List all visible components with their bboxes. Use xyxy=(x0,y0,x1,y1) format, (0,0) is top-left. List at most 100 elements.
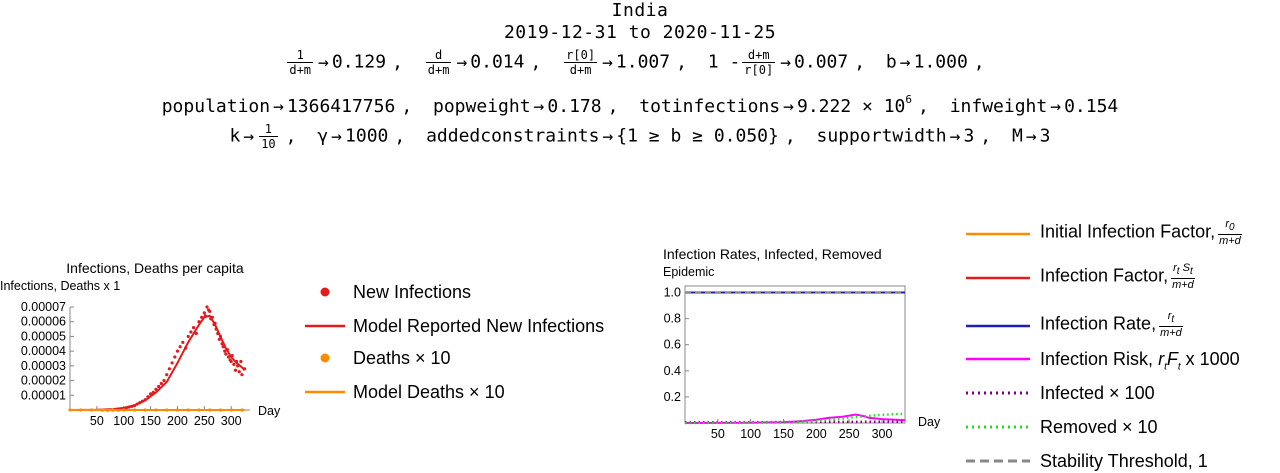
legend-label: Removed × 10 xyxy=(1040,417,1158,437)
data-point xyxy=(208,309,212,314)
line-marker-icon xyxy=(966,324,1030,328)
series-line xyxy=(69,314,246,411)
param-name: γ xyxy=(317,125,329,147)
params-row-3: k → 1 10, γ → 1000, addedconstraints → {1 ≥ b ≥… xyxy=(229,122,1051,151)
y-tick-label: 0.00002 xyxy=(21,374,66,388)
chart1-title: Infections, Deaths per capita xyxy=(66,260,244,276)
data-point xyxy=(178,345,182,349)
x-tick-label: 200 xyxy=(806,427,827,441)
data-point xyxy=(157,384,161,389)
param-value: 1.000 xyxy=(913,51,968,73)
legend-label: Deaths × 10 xyxy=(353,348,451,368)
param-exponent: 6 xyxy=(905,93,912,106)
x-tick-label: 250 xyxy=(839,427,860,441)
data-point xyxy=(181,340,185,344)
param-value: 1.007 xyxy=(615,51,671,73)
y-tick-label: 0.6 xyxy=(664,338,681,352)
infection-rates-chart: Infection Rates, Infected, Removed Epide… xyxy=(663,246,941,441)
data-point xyxy=(217,337,221,341)
x-tick-label: 250 xyxy=(194,414,215,428)
param-name: b xyxy=(885,51,897,73)
legend-label: Infected × 100 xyxy=(1040,383,1155,403)
series-line xyxy=(684,413,906,424)
x-tick-label: 50 xyxy=(90,414,104,428)
param-value: 3 xyxy=(963,125,975,147)
param-prefix: 1 - xyxy=(707,51,741,73)
param-frac-2: d d+m xyxy=(425,48,452,77)
param-value: 1000 xyxy=(345,125,389,147)
param-name: k xyxy=(229,125,241,147)
line-marker-icon xyxy=(966,232,1030,236)
param-value: 0.178 xyxy=(547,96,602,117)
x-tick-label: 300 xyxy=(221,414,242,428)
legend-dot xyxy=(320,353,330,363)
data-point xyxy=(233,368,238,372)
y-tick-label: 0.00004 xyxy=(21,344,66,358)
legend-infections: New Infections Model Reported New Infect… xyxy=(305,280,645,410)
params-row-1: 1 d+m → 0.129, d d+m → 0.014, r[0] d+m → 1.007, 1… xyxy=(287,48,985,77)
data-point xyxy=(191,326,196,330)
x-tick-label: 100 xyxy=(113,414,134,428)
param-name: addedconstraints xyxy=(426,125,600,147)
data-point xyxy=(223,349,227,353)
y-tick-label: 0.00005 xyxy=(21,329,66,343)
country-title: India xyxy=(611,0,669,21)
data-point xyxy=(194,331,198,336)
legend-label: Infection Risk, rtFt x 1000 xyxy=(1040,349,1240,373)
data-point xyxy=(170,361,174,365)
plot-frame xyxy=(684,285,906,424)
data-point xyxy=(226,355,231,359)
param-value: 3 xyxy=(1039,125,1051,147)
legend-rates: Initial Infection Factor, r0 m+d Infection… xyxy=(966,210,1276,472)
series-line xyxy=(684,412,906,425)
data-point xyxy=(224,352,228,356)
data-point xyxy=(159,381,163,386)
x-tick-label: 150 xyxy=(773,427,794,441)
chart2-ylabel: Epidemic xyxy=(663,265,714,279)
legend-label: Infection Factor, rt St m+d xyxy=(1040,262,1195,292)
legend-label: Infection Rate, rt m+d xyxy=(1040,310,1183,340)
param-value: {1 ≥ b ≥ 0.050} xyxy=(616,125,779,147)
y-tick-label: 0.4 xyxy=(664,364,681,378)
data-point xyxy=(200,315,204,319)
data-point xyxy=(239,359,243,364)
dotted-line-icon xyxy=(966,391,1030,395)
x-tick-label: 150 xyxy=(140,414,161,428)
data-point xyxy=(237,370,241,374)
y-tick-label: 0.00007 xyxy=(21,300,66,314)
params-row-2: population → 1366417756, popweight → 0.178, … xyxy=(161,93,1119,117)
dot-marker-icon xyxy=(320,287,330,297)
param-value: 0.154 xyxy=(1064,96,1119,117)
line-marker-icon xyxy=(966,276,1030,280)
data-point xyxy=(162,378,166,383)
param-value: 9.222 × 10 xyxy=(797,96,906,117)
param-name: supportwidth xyxy=(816,125,947,147)
legend-label: Model Deaths × 10 xyxy=(353,382,505,402)
x-tick-label: 100 xyxy=(740,427,761,441)
param-frac-4: d+m r[0] xyxy=(742,48,776,77)
legend-label: Stability Threshold, 1 xyxy=(1040,451,1208,471)
param-name: M xyxy=(1011,125,1023,147)
line-marker-icon xyxy=(305,390,345,394)
line-marker-icon xyxy=(305,324,345,328)
legend-label: Model Reported New Infections xyxy=(353,316,605,336)
param-frac-1: 1 d+m xyxy=(287,48,314,77)
y-tick-label: 0.8 xyxy=(664,312,681,326)
param-name: totinfections xyxy=(639,96,781,117)
infections-deaths-chart: Infections, Deaths per capita Infections… xyxy=(0,260,281,428)
date-range: 2019-12-31 to 2020-11-25 xyxy=(503,22,777,43)
data-point xyxy=(229,359,233,364)
param-name: population xyxy=(161,96,271,117)
x-tick-label: 200 xyxy=(167,414,188,428)
data-point xyxy=(165,373,169,377)
x-tick-label: 50 xyxy=(711,427,725,441)
data-point xyxy=(167,367,172,371)
data-point xyxy=(175,349,180,353)
chart2-xlabel: Day xyxy=(918,415,941,429)
param-frac-k: 1 10 xyxy=(259,122,278,151)
dashed-line-icon xyxy=(966,459,1030,463)
data-point xyxy=(205,305,209,309)
dot-marker-icon xyxy=(320,353,330,363)
data-point xyxy=(189,330,193,334)
data-point xyxy=(202,311,206,315)
